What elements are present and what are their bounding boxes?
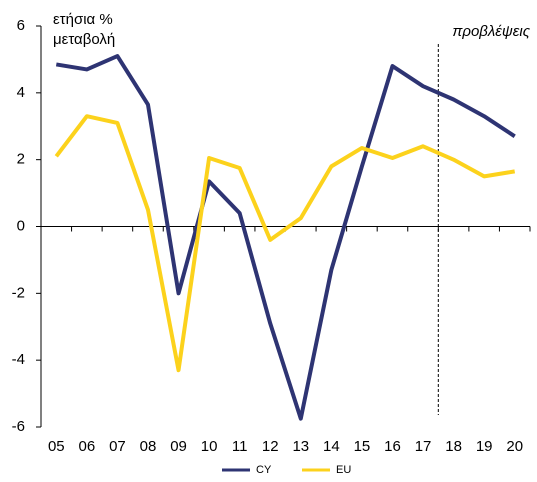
y-tick-label: 0: [17, 217, 25, 234]
x-tick-label: 11: [232, 438, 248, 455]
y-tick-label: -4: [12, 351, 25, 368]
x-tick-label: 12: [262, 438, 279, 455]
x-tick-label: 07: [109, 438, 126, 455]
legend-label: CY: [256, 464, 272, 476]
y-tick-label: 6: [17, 17, 25, 34]
annotation: προβλέψεις: [452, 23, 530, 40]
y-axis-label: ετήσια %: [53, 11, 113, 28]
y-tick-label: -2: [12, 284, 25, 301]
x-tick-label: 09: [170, 438, 187, 455]
x-tick-label: 19: [476, 438, 493, 455]
x-tick-label: 18: [445, 438, 462, 455]
x-tick-label: 15: [354, 438, 371, 455]
y-axis-label: μεταβολή: [53, 31, 115, 48]
data-line: [55, 54, 516, 421]
x-tick-label: 13: [292, 438, 309, 455]
x-tick-label: 20: [506, 438, 523, 455]
legend-label: EU: [336, 464, 351, 476]
x-tick-label: 16: [384, 438, 401, 455]
x-tick-label: 10: [201, 438, 218, 455]
x-tick-label: 05: [48, 438, 65, 455]
x-tick-label: 17: [415, 438, 432, 455]
data-line: [54, 114, 516, 373]
x-tick-label: 06: [79, 438, 96, 455]
x-tick-label: 08: [140, 438, 157, 455]
y-tick-label: -6: [12, 418, 25, 435]
y-tick-label: 4: [17, 84, 25, 101]
x-tick-label: 14: [323, 438, 340, 455]
y-tick-label: 2: [17, 151, 25, 168]
